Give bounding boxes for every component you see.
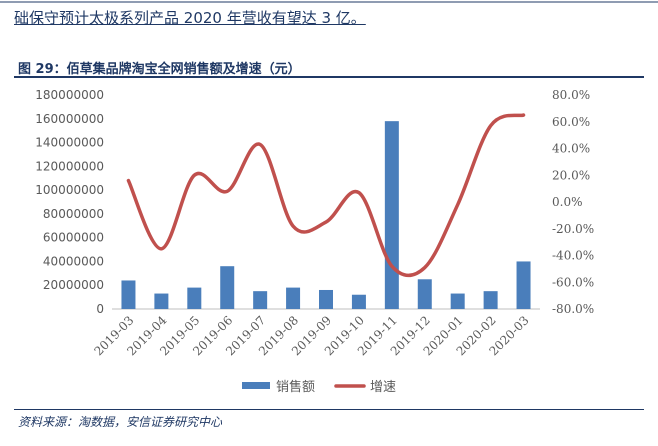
left-tick-label: 140000000 — [35, 136, 104, 150]
left-tick-label: 40000000 — [43, 254, 104, 268]
sales-bar — [351, 294, 366, 309]
sales-bar — [450, 293, 465, 309]
right-tick-label: 0.0% — [552, 195, 583, 209]
right-tick-label: -40.0% — [552, 249, 594, 263]
left-tick-label: 0 — [96, 302, 104, 316]
sales-bar — [384, 121, 399, 310]
legend: 销售额 增速 — [242, 379, 396, 395]
right-tick-label: 20.0% — [552, 168, 590, 182]
left-tick-label: 20000000 — [43, 278, 104, 292]
previous-text-line — [0, 1, 658, 3]
right-tick-label: 80.0% — [552, 88, 590, 102]
growth-line — [126, 113, 526, 278]
left-tick-label: 120000000 — [35, 159, 104, 173]
right-axis: -80.0% -60.0% -40.0% -20.0% 0.0% 20.0% 40.0% 60… — [552, 88, 594, 316]
right-tick-label: -60.0% — [552, 275, 594, 289]
source-rule — [14, 409, 644, 410]
left-tick-label: 180000000 — [35, 88, 104, 102]
sales-bar — [319, 289, 333, 309]
sales-bar — [253, 291, 268, 309]
source-note: 资料来源：淘数据，安信证券研究中心 — [18, 415, 223, 429]
right-tick-label: 60.0% — [552, 115, 590, 129]
figure-title: 图 29：佰草集品牌淘宝全网销售额及增速（元） — [18, 62, 301, 77]
legend-sales-label: 销售额 — [276, 379, 315, 395]
sales-bar — [516, 261, 531, 309]
sales-bar — [417, 279, 432, 309]
x-axis-labels: 2019-032019-042019-052019-062019-072019-… — [91, 313, 531, 358]
sales-bar — [121, 280, 136, 309]
sales-bar — [483, 291, 498, 309]
sales-bar — [220, 266, 235, 309]
legend-sales-swatch — [242, 382, 270, 389]
sales-bar — [154, 293, 169, 309]
intro-text: 础保守预计太极系列产品 2020 年营收有望达 3 亿。 — [14, 9, 366, 27]
title-rule — [14, 76, 644, 78]
right-tick-label: 40.0% — [552, 142, 590, 156]
right-tick-label: -20.0% — [552, 222, 594, 236]
sales-bar — [187, 287, 202, 309]
sales-growth-chart: 0 20000000 40000000 60000000 80000000 1000000… — [35, 88, 594, 395]
sales-bar — [286, 287, 301, 309]
left-axis: 0 20000000 40000000 60000000 80000000 1000000… — [35, 88, 104, 316]
left-tick-label: 60000000 — [43, 231, 104, 245]
legend-growth-label: 增速 — [370, 380, 396, 395]
left-tick-label: 160000000 — [35, 112, 104, 126]
left-tick-label: 100000000 — [35, 183, 104, 197]
right-tick-label: -80.0% — [552, 302, 594, 316]
sales-bars — [121, 121, 531, 310]
left-tick-label: 80000000 — [43, 207, 104, 221]
